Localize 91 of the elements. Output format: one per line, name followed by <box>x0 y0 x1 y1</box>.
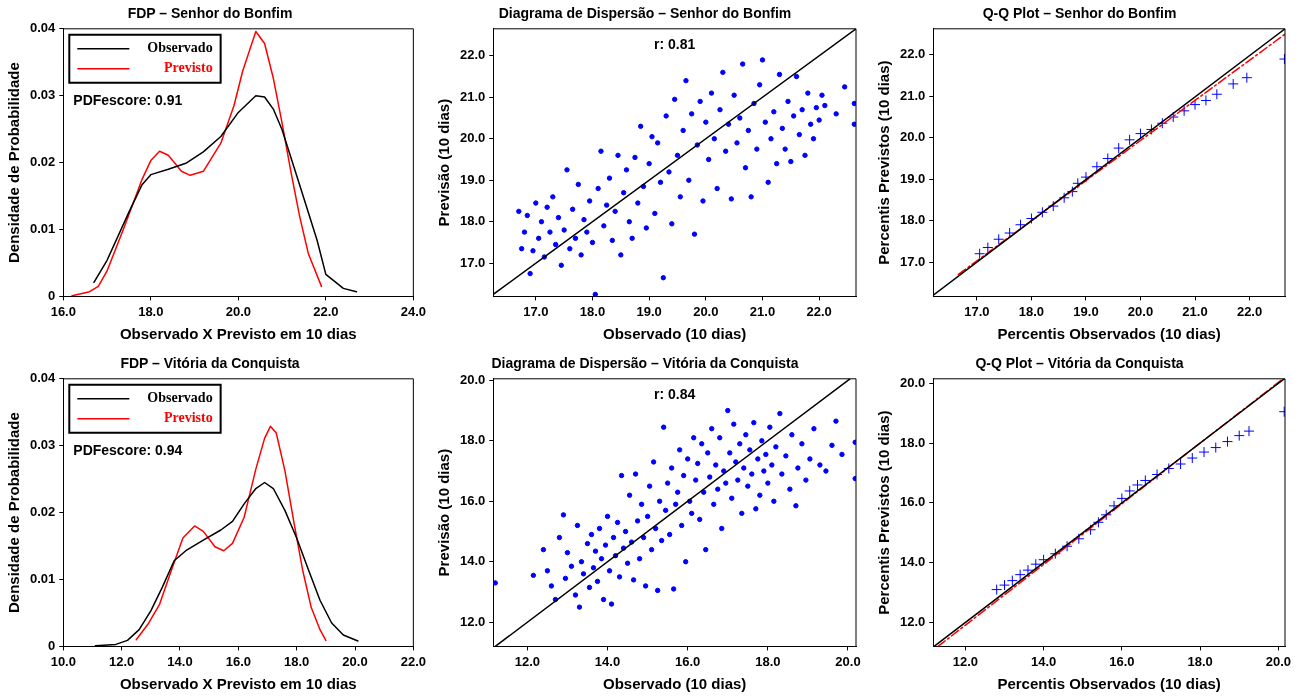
y-tick-label: 12.0 <box>459 613 486 629</box>
x-tick-label: 24.0 <box>400 303 427 319</box>
y-tick-label: 17.0 <box>459 254 486 270</box>
x-tick-label: 16.0 <box>225 653 251 669</box>
y-tick-label: 0 <box>48 637 56 653</box>
y-tick-label: 19.0 <box>899 170 926 186</box>
x-tick-label: 18.0 <box>1018 303 1045 319</box>
x-tick-label: 12.0 <box>952 653 979 669</box>
x-tick-label: 17.0 <box>964 303 990 319</box>
x-tick-label: 22.0 <box>806 303 832 319</box>
x-tick-label: 18.0 <box>755 653 781 669</box>
y-tick-label: 20.0 <box>899 374 926 390</box>
chart-title: Diagrama de Dispersão – Senhor do Bonfim <box>498 5 792 22</box>
annotation: r: 0.84 <box>654 385 696 402</box>
y-tick-label: 20.0 <box>459 371 486 387</box>
chart-title: Q-Q Plot – Vitória da Conquista <box>975 355 1184 372</box>
y-tick-label: 0.01 <box>29 221 56 237</box>
y-tick-label: 0 <box>48 287 56 303</box>
y-tick-label: 14.0 <box>459 553 486 569</box>
x-axis-title: Percentis Observados (10 dias) <box>997 675 1221 693</box>
y-tick-label: 0.02 <box>29 504 56 520</box>
x-tick-label: 19.0 <box>636 303 662 319</box>
x-tick-label: 21.0 <box>1182 303 1208 319</box>
x-axis-title: Observado X Previsto em 10 dias <box>119 325 357 343</box>
y-axis-title: Densidade de Probabilidade <box>5 62 23 264</box>
y-tick-label: 16.0 <box>899 494 926 510</box>
y-tick-label: 21.0 <box>459 88 486 104</box>
chart-title: Q-Q Plot – Senhor do Bonfim <box>982 5 1177 22</box>
annotation: PDFescore: 0.94 <box>73 441 183 458</box>
y-tick-label: 21.0 <box>899 87 926 103</box>
x-tick-label: 20.0 <box>225 303 251 319</box>
x-tick-label: 10.0 <box>50 653 76 669</box>
y-tick-label: 22.0 <box>899 46 926 62</box>
y-tick-label: 18.0 <box>899 434 926 450</box>
chart-title: Diagrama de Dispersão – Vitória da Conquista <box>491 355 799 372</box>
chart-title: FDP – Vitória da Conquista <box>120 355 300 372</box>
text: Previsto <box>163 410 213 426</box>
y-tick-label: 0.01 <box>29 571 56 587</box>
x-tick-label: 17.0 <box>523 303 549 319</box>
y-tick-label: 0.03 <box>29 437 56 453</box>
x-tick-label: 18.0 <box>1187 653 1213 669</box>
annotation: PDFescore: 0.91 <box>73 91 183 108</box>
y-axis-title: Densidade de Probabilidade <box>5 412 23 614</box>
x-tick-label: 14.0 <box>594 653 621 669</box>
x-tick-label: 22.0 <box>313 303 339 319</box>
x-tick-label: 20.0 <box>693 303 719 319</box>
y-tick-label: 14.0 <box>899 554 926 570</box>
x-tick-label: 16.0 <box>1109 653 1135 669</box>
y-tick-label: 18.0 <box>459 432 486 448</box>
y-axis-title: Previsão (10 dias) <box>435 98 453 227</box>
x-axis-title: Observado X Previsto em 10 dias <box>119 675 357 693</box>
legend-label: Observado <box>147 40 213 56</box>
x-tick-label: 20.0 <box>342 653 368 669</box>
x-axis-title: Observado (10 dias) <box>602 325 747 343</box>
y-axis-title: Previsão (10 dias) <box>435 448 453 577</box>
x-tick-label: 12.0 <box>108 653 135 669</box>
chart-title: FDP – Senhor do Bonfim <box>127 5 293 22</box>
y-tick-label: 22.0 <box>459 47 486 63</box>
x-tick-label: 20.0 <box>835 653 861 669</box>
y-tick-label: 17.0 <box>899 253 926 269</box>
y-tick-label: 16.0 <box>459 492 486 508</box>
y-tick-label: 0.03 <box>29 87 56 103</box>
text: Previsto <box>163 60 213 76</box>
y-tick-label: 18.0 <box>899 212 926 228</box>
x-tick-label: 21.0 <box>749 303 776 319</box>
x-tick-label: 20.0 <box>1265 653 1292 669</box>
x-tick-label: 14.0 <box>167 653 193 669</box>
y-tick-label: 0.04 <box>29 20 57 36</box>
x-tick-label: 18.0 <box>579 303 606 319</box>
legend-label: Observado <box>147 390 213 406</box>
x-tick-label: 18.0 <box>284 653 310 669</box>
annotation: r: 0.81 <box>654 35 696 52</box>
y-tick-label: 18.0 <box>459 213 486 229</box>
y-tick-label: 0.02 <box>29 154 56 170</box>
y-tick-label: 12.0 <box>899 614 926 630</box>
x-tick-label: 22.0 <box>400 653 427 669</box>
x-tick-label: 12.0 <box>514 653 541 669</box>
y-tick-label: 0.04 <box>29 370 57 386</box>
x-tick-label: 22.0 <box>1236 303 1263 319</box>
y-tick-label: 19.0 <box>459 171 486 187</box>
x-axis-title: Percentis Observados (10 dias) <box>997 325 1221 343</box>
x-tick-label: 20.0 <box>1127 303 1154 319</box>
x-tick-label: 19.0 <box>1073 303 1099 319</box>
x-tick-label: 14.0 <box>1030 653 1057 669</box>
y-tick-label: 20.0 <box>899 129 926 145</box>
x-axis-title: Observado (10 dias) <box>602 675 747 693</box>
y-tick-label: 20.0 <box>459 130 486 146</box>
x-tick-label: 18.0 <box>138 303 164 319</box>
y-axis-title: Percentis Previstos (10 dias) <box>875 60 893 265</box>
x-tick-label: 16.0 <box>675 653 701 669</box>
y-axis-title: Percentis Previstos (10 dias) <box>875 410 893 615</box>
